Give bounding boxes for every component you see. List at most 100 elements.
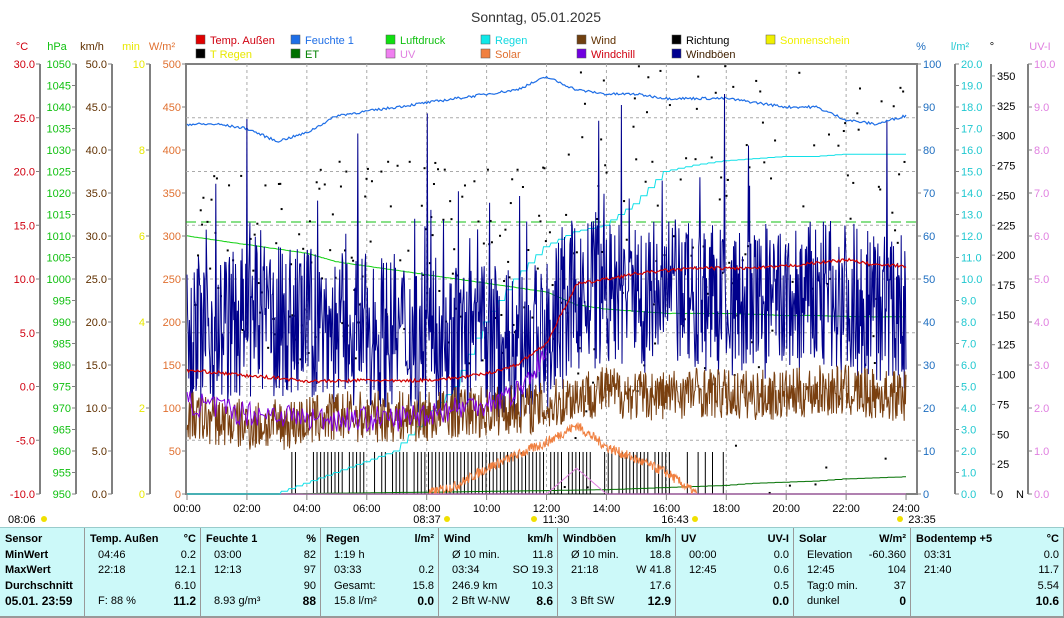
direction-point bbox=[632, 125, 635, 128]
axis-tick-label: 100 bbox=[923, 59, 941, 71]
direction-point bbox=[240, 174, 243, 177]
direction-point bbox=[277, 182, 280, 185]
direction-point bbox=[745, 144, 748, 147]
axis-tick-label: -10.0 bbox=[10, 489, 35, 501]
direction-point bbox=[583, 102, 586, 105]
cell-label: 03:31 bbox=[924, 548, 952, 561]
x-tick-label: 14:00 bbox=[593, 503, 621, 515]
table-row: Tag:0 min. 37 bbox=[799, 579, 906, 595]
direction-point bbox=[710, 156, 713, 159]
cell-value: km/h bbox=[645, 533, 671, 545]
cell-value: 10.6 bbox=[1035, 594, 1059, 608]
table-row: Regen l/m² bbox=[326, 532, 434, 548]
weather-chart: Sonntag, 05.01.2025 Temp. Außen Feuchte 1… bbox=[8, 9, 1055, 526]
direction-point bbox=[645, 111, 648, 114]
axis-tick-label: 350 bbox=[997, 71, 1015, 83]
cell-value: 0.5 bbox=[773, 579, 789, 592]
x-tick-label: 22:00 bbox=[832, 503, 860, 515]
cell-value: 0.2 bbox=[180, 548, 196, 561]
legend-label: Regen bbox=[495, 35, 527, 47]
panel-bodentemp: Bodentemp +5 °C 03:31 0.0 21:40 11.7 5.54 10.6 bbox=[911, 528, 1064, 616]
direction-point bbox=[774, 139, 777, 142]
sun-icon bbox=[692, 516, 698, 522]
cell-label bbox=[90, 579, 98, 595]
axis-tick-label: 1020 bbox=[47, 188, 71, 200]
axis-tick-label: 250 bbox=[163, 274, 181, 286]
axis-tick-label: 7.0 bbox=[1034, 188, 1049, 200]
axis-tick-label: 4.0 bbox=[1034, 317, 1049, 329]
axis-tick-label: 4.0 bbox=[961, 403, 976, 415]
axis-tick-label: 10.0 bbox=[14, 274, 35, 286]
panel-solar: Solar W/m² Elevation -60.360 12:45 104 Tag:0 m… bbox=[794, 528, 911, 616]
axis-tick-label: 3.0 bbox=[1034, 360, 1049, 372]
cell-label: Temp. Außen bbox=[90, 533, 159, 545]
axis-tick-label: 995 bbox=[53, 296, 71, 308]
axis-tick-label: 960 bbox=[53, 446, 71, 458]
axis-tick-label: 1.0 bbox=[961, 468, 976, 480]
x-tick-label: 24:00 bbox=[892, 503, 920, 515]
direction-point bbox=[538, 214, 541, 217]
axis-tick-label: 125 bbox=[997, 340, 1015, 352]
axis-tick-label: 50.0 bbox=[86, 59, 107, 71]
axis-tick-label: 20.0 bbox=[14, 167, 35, 179]
axis-tick-label: 975 bbox=[53, 382, 71, 394]
cell-value: km/h bbox=[527, 533, 553, 545]
cell-label: Gesamt: bbox=[334, 579, 376, 592]
series-line-temp-außen bbox=[186, 257, 907, 384]
axis-tick-label: 11.0 bbox=[961, 253, 982, 265]
axis-tick-label: 6.0 bbox=[1034, 231, 1049, 243]
axis-unit-label: ° bbox=[990, 41, 994, 53]
axis-tick-label: 90 bbox=[923, 102, 935, 114]
sun-event-time: 11:30 bbox=[543, 514, 570, 526]
cell-label: Solar bbox=[799, 533, 827, 545]
direction-point bbox=[443, 168, 446, 171]
table-row: Durchschnitt bbox=[5, 579, 80, 595]
direction-point bbox=[453, 248, 456, 251]
axis-tick-label: 50 bbox=[169, 446, 181, 458]
direction-point bbox=[500, 313, 503, 316]
cell-label bbox=[681, 579, 689, 595]
direction-point bbox=[408, 160, 411, 163]
direction-point bbox=[565, 213, 568, 216]
direction-point bbox=[420, 204, 423, 207]
axis-tick-label: 1015 bbox=[47, 210, 71, 222]
direction-point bbox=[226, 249, 229, 252]
table-row: 03:33 0.2 bbox=[326, 563, 434, 579]
axis-tick-label: 225 bbox=[997, 220, 1015, 232]
direction-point bbox=[892, 105, 895, 108]
cell-value: 8.6 bbox=[536, 594, 553, 608]
axis-tick-label: 3.0 bbox=[961, 425, 976, 437]
axis-tick-label: 40 bbox=[923, 317, 935, 329]
axis-tick-label: 70 bbox=[923, 188, 935, 200]
cell-value: 0.0 bbox=[1043, 548, 1059, 561]
sun-event-time: 23:35 bbox=[908, 514, 936, 526]
direction-point bbox=[763, 161, 766, 164]
axis-unit-label: % bbox=[916, 41, 926, 53]
axis-tick-label: 5.0 bbox=[961, 382, 976, 394]
direction-point bbox=[593, 348, 596, 351]
table-row: Wind km/h bbox=[444, 532, 553, 548]
axis-unit-label: UV-I bbox=[1029, 41, 1050, 53]
direction-point bbox=[366, 167, 369, 170]
cell-label: 03:34 bbox=[452, 564, 480, 576]
legend-swatch bbox=[765, 34, 776, 45]
axis-tick-label: 275 bbox=[997, 161, 1015, 173]
cell-value: 12.9 bbox=[647, 594, 671, 608]
axis-tick-label: 1040 bbox=[47, 102, 71, 114]
axis-tick-label: 1.0 bbox=[1034, 446, 1049, 458]
cell-value: 37 bbox=[893, 579, 906, 592]
cell-label: MaxWert bbox=[5, 564, 51, 576]
axis-tick-label: 1035 bbox=[47, 124, 71, 136]
direction-point bbox=[827, 133, 830, 136]
table-row: Bodentemp +5 °C bbox=[916, 532, 1059, 548]
axis-tick-label: 25 bbox=[997, 459, 1009, 471]
direction-point bbox=[651, 160, 654, 163]
direction-point bbox=[726, 178, 729, 181]
table-row: Feuchte 1% bbox=[206, 532, 316, 548]
table-row: 1:19 h bbox=[326, 548, 434, 564]
direction-point bbox=[264, 184, 267, 187]
cell-label: Tag:0 min. bbox=[807, 579, 858, 592]
cell-label: 8.93 g/m³ bbox=[214, 595, 261, 607]
direction-point bbox=[837, 144, 840, 147]
direction-point bbox=[369, 240, 372, 243]
